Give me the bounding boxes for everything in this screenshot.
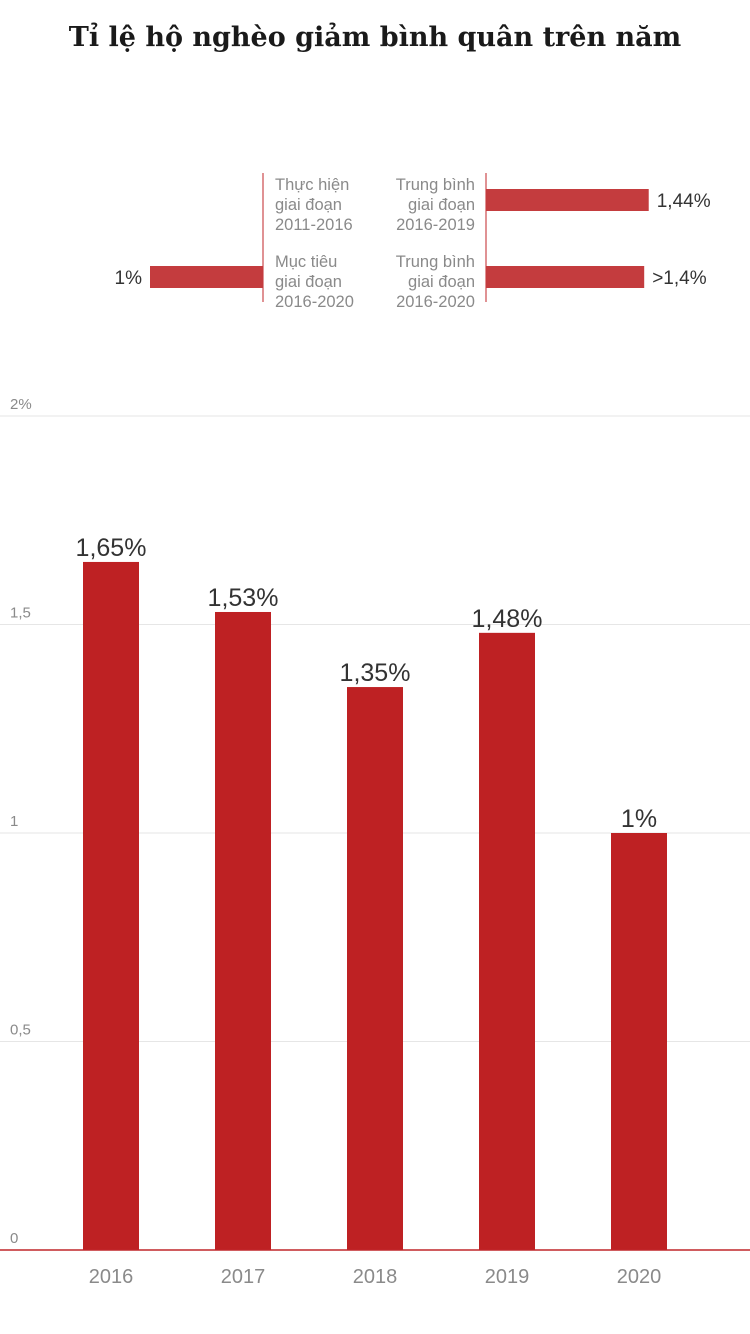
- x-tick-label: 2019: [485, 1266, 530, 1288]
- bar-value-label: 1,53%: [208, 584, 279, 612]
- comparison-left-label: Thực hiện: [275, 176, 349, 194]
- comparison-panel: Thực hiện giai đoạn 2011-2016 Mục tiêu giai …: [115, 173, 711, 311]
- comparison-bar: [486, 266, 645, 288]
- y-tick-label: 1,5: [10, 605, 31, 622]
- comparison-bar: [486, 189, 649, 211]
- x-axis: 2016 2017 2018 2019 2020: [0, 1249, 750, 1288]
- y-tick-label: 0,5: [10, 1022, 31, 1039]
- y-tick-label: 2%: [10, 396, 32, 413]
- chart-title: Tỉ lệ hộ nghèo giảm bình quân trên năm: [68, 22, 682, 53]
- bar-value-label: 1,35%: [340, 659, 411, 687]
- bar: [215, 611, 271, 1250]
- bar-value-label: 1%: [621, 805, 657, 833]
- comparison-bar: [150, 266, 263, 288]
- comparison-left-label: Mục tiêu: [275, 253, 337, 271]
- bar: [479, 632, 535, 1250]
- comparison-right-label: Trung bình: [396, 253, 475, 271]
- y-tick-label: 0: [10, 1230, 18, 1247]
- bar-series: 1,65% 1,53% 1,35% 1,48% 1%: [76, 534, 667, 1250]
- bar: [611, 833, 667, 1250]
- comparison-left-label: 2011-2016: [275, 216, 353, 234]
- comparison-right-label: giai đoạn: [408, 196, 475, 214]
- x-tick-label: 2020: [617, 1266, 662, 1288]
- comparison-right-label: Trung bình: [396, 176, 475, 194]
- comparison-value-label: >1,4%: [652, 268, 707, 289]
- bar: [347, 687, 403, 1250]
- x-tick-label: 2017: [221, 1266, 266, 1288]
- comparison-right-label: 2016-2019: [396, 216, 475, 234]
- comparison-value-label: 1%: [115, 268, 143, 289]
- x-tick-label: 2016: [89, 1266, 134, 1288]
- bar-value-label: 1,48%: [472, 605, 543, 633]
- comparison-value-label: 1,44%: [657, 191, 711, 212]
- bar-value-label: 1,65%: [76, 534, 147, 562]
- y-tick-label: 1: [10, 813, 18, 830]
- comparison-left-label: giai đoạn: [275, 196, 342, 214]
- x-tick-label: 2018: [353, 1266, 398, 1288]
- comparison-right-label: 2016-2020: [396, 293, 475, 311]
- bar: [83, 561, 139, 1250]
- comparison-left-label: giai đoạn: [275, 273, 342, 291]
- comparison-left-label: 2016-2020: [275, 293, 354, 311]
- comparison-right-label: giai đoạn: [408, 273, 475, 291]
